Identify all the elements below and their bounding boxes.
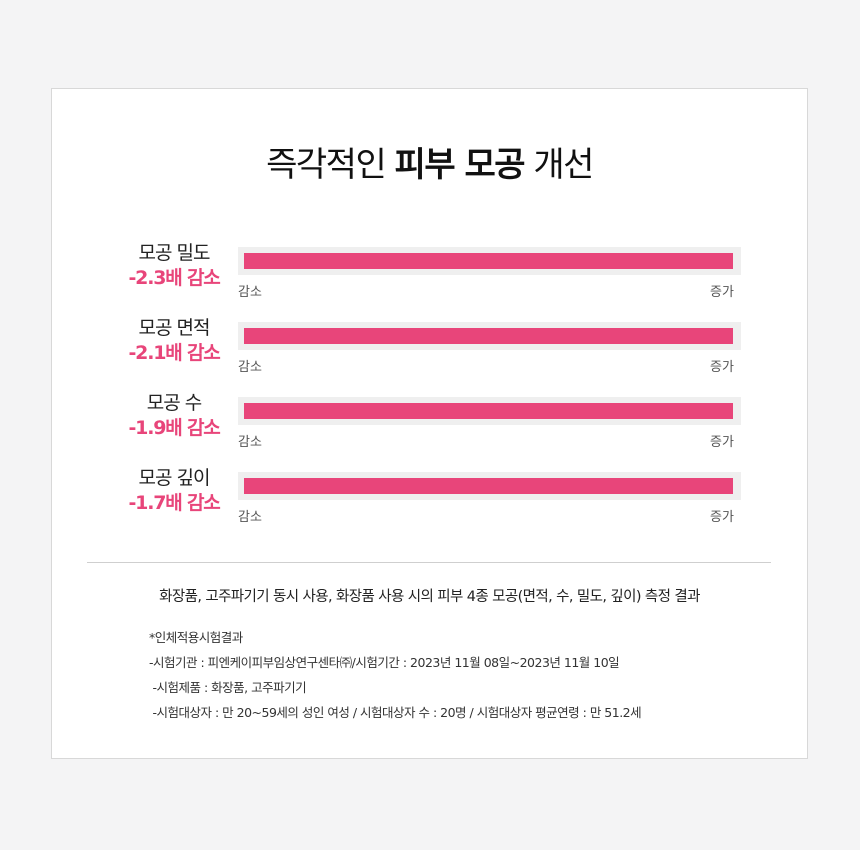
- bar-track: [238, 472, 741, 500]
- category-label: 모공 밀도: [138, 242, 211, 264]
- axis-max-label: 증가: [710, 510, 734, 525]
- axis-min-label: 감소: [238, 510, 262, 525]
- axis-min-label: 감소: [238, 360, 262, 375]
- category-label: 모공 면적: [138, 317, 211, 339]
- data-label: -2.3배 감소: [128, 267, 221, 289]
- title-highlight: 피부 모공: [394, 145, 526, 185]
- axis-min-label: 감소: [238, 435, 262, 450]
- row-label: 모공 깊이 -1.7배 감소: [112, 466, 236, 516]
- bar: [244, 403, 733, 419]
- note-line: -시험기관 : 피엔케이피부임상연구센타㈜/시험기간 : 2023년 11월 0…: [149, 655, 620, 670]
- data-label: -2.1배 감소: [128, 342, 221, 364]
- data-label: -1.7배 감소: [128, 492, 221, 514]
- note-line: *인체적용시험결과: [149, 630, 243, 645]
- title-part2: 개선: [533, 145, 594, 185]
- axis-max-label: 증가: [710, 435, 734, 450]
- category-label: 모공 수: [146, 392, 202, 414]
- row-label: 모공 수 -1.9배 감소: [112, 391, 236, 441]
- note-line: -시험대상자 : 만 20~59세의 성인 여성 / 시험대상자 수 : 20명…: [149, 705, 642, 720]
- note-line: -시험제품 : 화장품, 고주파기기: [149, 680, 307, 695]
- bar-track: [238, 397, 741, 425]
- axis-max-label: 증가: [710, 285, 734, 300]
- result-card: 즉각적인 피부 모공 개선 모공 밀도 -2.3배 감소 감소 증가 모공 면적 -2.1…: [51, 88, 808, 759]
- bar-track: [238, 322, 741, 350]
- bar-track: [238, 247, 741, 275]
- chart-title: 즉각적인 피부 모공 개선: [52, 145, 807, 185]
- bar: [244, 328, 733, 344]
- bar: [244, 253, 733, 269]
- data-label: -1.9배 감소: [128, 417, 221, 439]
- divider: [87, 562, 771, 563]
- row-label: 모공 밀도 -2.3배 감소: [112, 241, 236, 291]
- category-label: 모공 깊이: [138, 467, 211, 489]
- title-part1: 즉각적인: [266, 145, 387, 185]
- row-label: 모공 면적 -2.1배 감소: [112, 316, 236, 366]
- axis-max-label: 증가: [710, 360, 734, 375]
- summary-text: 화장품, 고주파기기 동시 사용, 화장품 사용 시의 피부 4종 모공(면적,…: [159, 589, 700, 605]
- bar: [244, 478, 733, 494]
- test-notes: *인체적용시험결과 -시험기관 : 피엔케이피부임상연구센타㈜/시험기간 : 2…: [149, 625, 642, 725]
- axis-min-label: 감소: [238, 285, 262, 300]
